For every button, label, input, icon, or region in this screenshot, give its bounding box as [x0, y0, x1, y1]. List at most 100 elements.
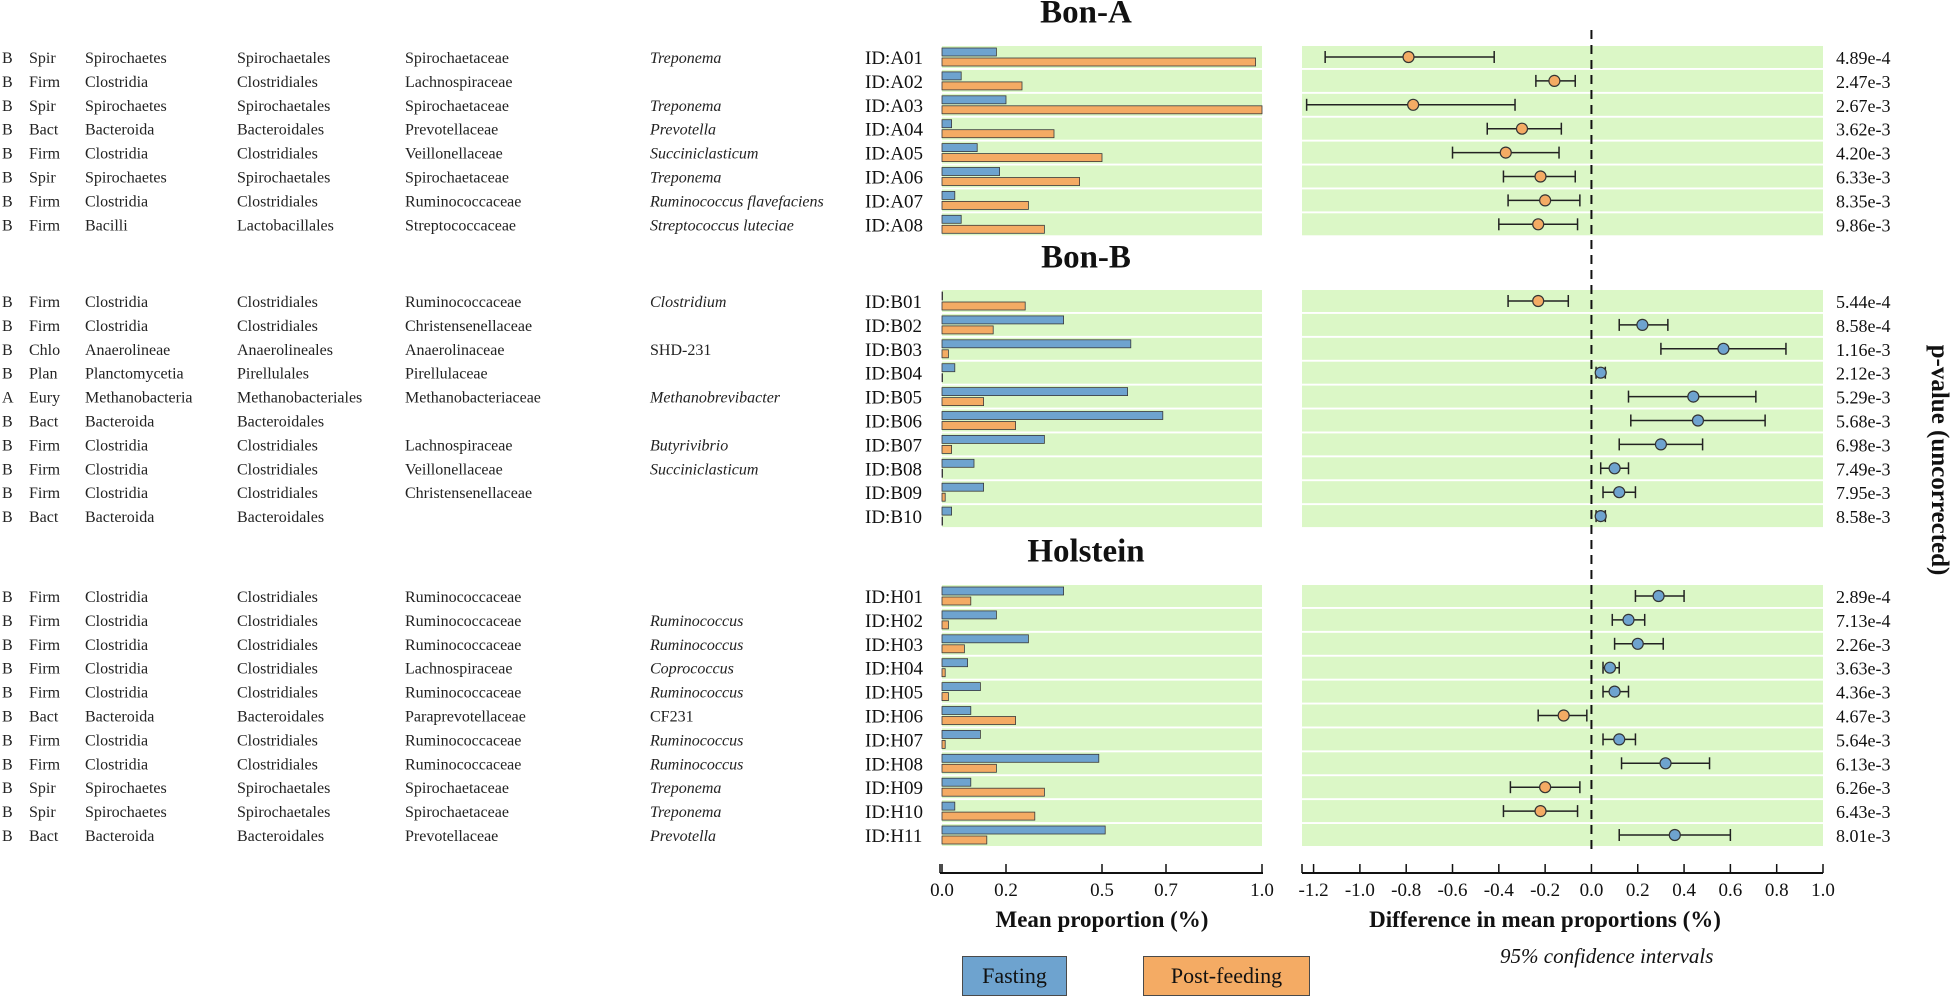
difference-point: [1608, 685, 1621, 698]
taxonomy-label: Clostridiales: [237, 318, 318, 335]
taxonomy-label: Ruminococcaceae: [405, 685, 521, 702]
taxonomy-label: B: [2, 732, 13, 749]
bar-post-feeding: [941, 468, 944, 478]
taxonomy-label: Streptococcus luteciae: [650, 217, 794, 234]
bar-fasting: [941, 753, 1100, 763]
feature-id: ID:A03: [865, 96, 923, 117]
taxonomy-label: Treponema: [650, 50, 721, 67]
bar-fasting: [941, 682, 981, 691]
feature-id: ID:H01: [865, 587, 923, 608]
taxonomy-label: CF231: [650, 709, 694, 726]
taxonomy-label: Methanobrevibacter: [649, 390, 781, 407]
feature-id: ID:B10: [865, 507, 922, 528]
bar-fasting: [941, 634, 1029, 644]
feature-id: ID:A05: [865, 144, 923, 165]
p-value: 7.49e-3: [1836, 459, 1890, 479]
bar-post-feeding: [941, 596, 972, 606]
taxonomy-label: Clostridia: [85, 485, 148, 502]
taxonomy-label: Clostridia: [85, 193, 148, 210]
bar-post-feeding: [941, 373, 944, 383]
p-value: 8.01e-3: [1836, 826, 1890, 846]
difference-point: [1636, 318, 1649, 331]
legend-fasting: Fasting: [962, 956, 1067, 996]
feature-id: ID:B08: [865, 459, 922, 480]
bar-post-feeding: [941, 200, 1029, 210]
feature-id: ID:H10: [865, 802, 923, 823]
taxonomy-label: Spirochaetaceae: [405, 50, 509, 67]
taxonomy-label: Clostridiales: [237, 485, 318, 502]
taxonomy-label: Ruminococcus flavefaciens: [649, 193, 824, 210]
taxonomy-label: B: [2, 414, 13, 431]
feature-id: ID:H05: [865, 683, 923, 704]
right-axis-tick-label: -0.6: [1437, 880, 1467, 901]
taxonomy-label: Ruminococcus: [649, 637, 743, 654]
bar-post-feeding: [941, 349, 949, 359]
bar-post-feeding: [941, 129, 1055, 139]
feature-id: ID:A07: [865, 191, 923, 212]
p-value: 2.12e-3: [1836, 364, 1890, 384]
taxonomy-label: Firm: [29, 146, 61, 163]
row-highlight-right: [1302, 728, 1823, 751]
taxonomy-label: Firm: [29, 756, 61, 773]
left-axis-tick-label: 0.0: [930, 880, 954, 901]
taxonomy-label: Christensenellaceae: [405, 318, 532, 335]
taxonomy-label: Plan: [29, 366, 57, 383]
difference-point: [1407, 98, 1420, 111]
taxonomy-label: Firm: [29, 661, 61, 678]
feature-id: ID:B07: [865, 435, 922, 456]
difference-point: [1557, 709, 1570, 722]
row-highlight-left: [942, 457, 1262, 480]
taxonomy-label: Clostridiales: [237, 146, 318, 163]
taxonomy-label: Spirochaetaceae: [405, 98, 509, 115]
bar-post-feeding: [941, 421, 1016, 430]
bar-fasting: [941, 47, 997, 57]
p-value: 5.68e-3: [1836, 412, 1890, 432]
bar-fasting: [941, 801, 956, 811]
taxonomy-label: Clostridia: [85, 661, 148, 678]
row-highlight-right: [1302, 361, 1823, 384]
taxonomy-label: B: [2, 146, 13, 163]
taxonomy-label: Clostridia: [85, 146, 148, 163]
left-axis-tick-label: 0.5: [1090, 880, 1114, 901]
feature-id: ID:A06: [865, 168, 923, 189]
bar-fasting: [941, 167, 1000, 176]
taxonomy-label: B: [2, 74, 13, 91]
difference-point: [1515, 122, 1529, 135]
bar-fasting: [941, 190, 956, 200]
taxonomy-label: Bact: [29, 122, 59, 139]
p-value: 7.13e-4: [1836, 611, 1890, 631]
difference-point: [1652, 589, 1665, 603]
p-value: 3.63e-3: [1836, 659, 1890, 679]
taxonomy-label: B: [2, 461, 13, 478]
left-axis-tick-label: 1.0: [1250, 880, 1274, 901]
p-value: 6.33e-3: [1836, 168, 1890, 188]
taxonomy-label: Bacilli: [85, 217, 128, 234]
taxonomy-label: Clostridiales: [237, 637, 318, 654]
p-value: 7.95e-3: [1836, 483, 1890, 503]
taxonomy-label: Coprococcus: [650, 661, 734, 678]
bar-fasting: [941, 387, 1129, 397]
taxonomy-label: Spirochaetaceae: [405, 170, 509, 187]
taxonomy-label: B: [2, 318, 13, 335]
row-highlight-right: [1302, 409, 1823, 432]
difference-point: [1603, 661, 1617, 674]
right-axis-tick-label: 1.0: [1811, 880, 1835, 901]
row-highlight-left: [942, 704, 1262, 727]
feature-id: ID:B04: [865, 364, 923, 385]
p-value: 5.44e-4: [1836, 292, 1890, 312]
taxonomy-label: Treponema: [650, 170, 721, 187]
taxonomy-label: Firm: [29, 461, 61, 478]
bar-fasting: [941, 143, 978, 153]
p-value: 6.43e-3: [1836, 802, 1890, 822]
difference-point: [1594, 366, 1607, 379]
taxonomy-label: Bacteroida: [85, 509, 154, 526]
right-axis-tick-label: 0.8: [1765, 880, 1789, 901]
taxonomy-label: B: [2, 709, 13, 726]
taxonomy-label: B: [2, 98, 13, 115]
taxonomy-label: Pirellulales: [237, 366, 309, 383]
bar-fasting: [941, 214, 962, 224]
taxonomy-label: Anaerolinaceae: [405, 342, 504, 359]
bar-fasting: [941, 586, 1064, 596]
bar-post-feeding: [941, 516, 944, 526]
taxonomy-label: Firm: [29, 74, 61, 91]
